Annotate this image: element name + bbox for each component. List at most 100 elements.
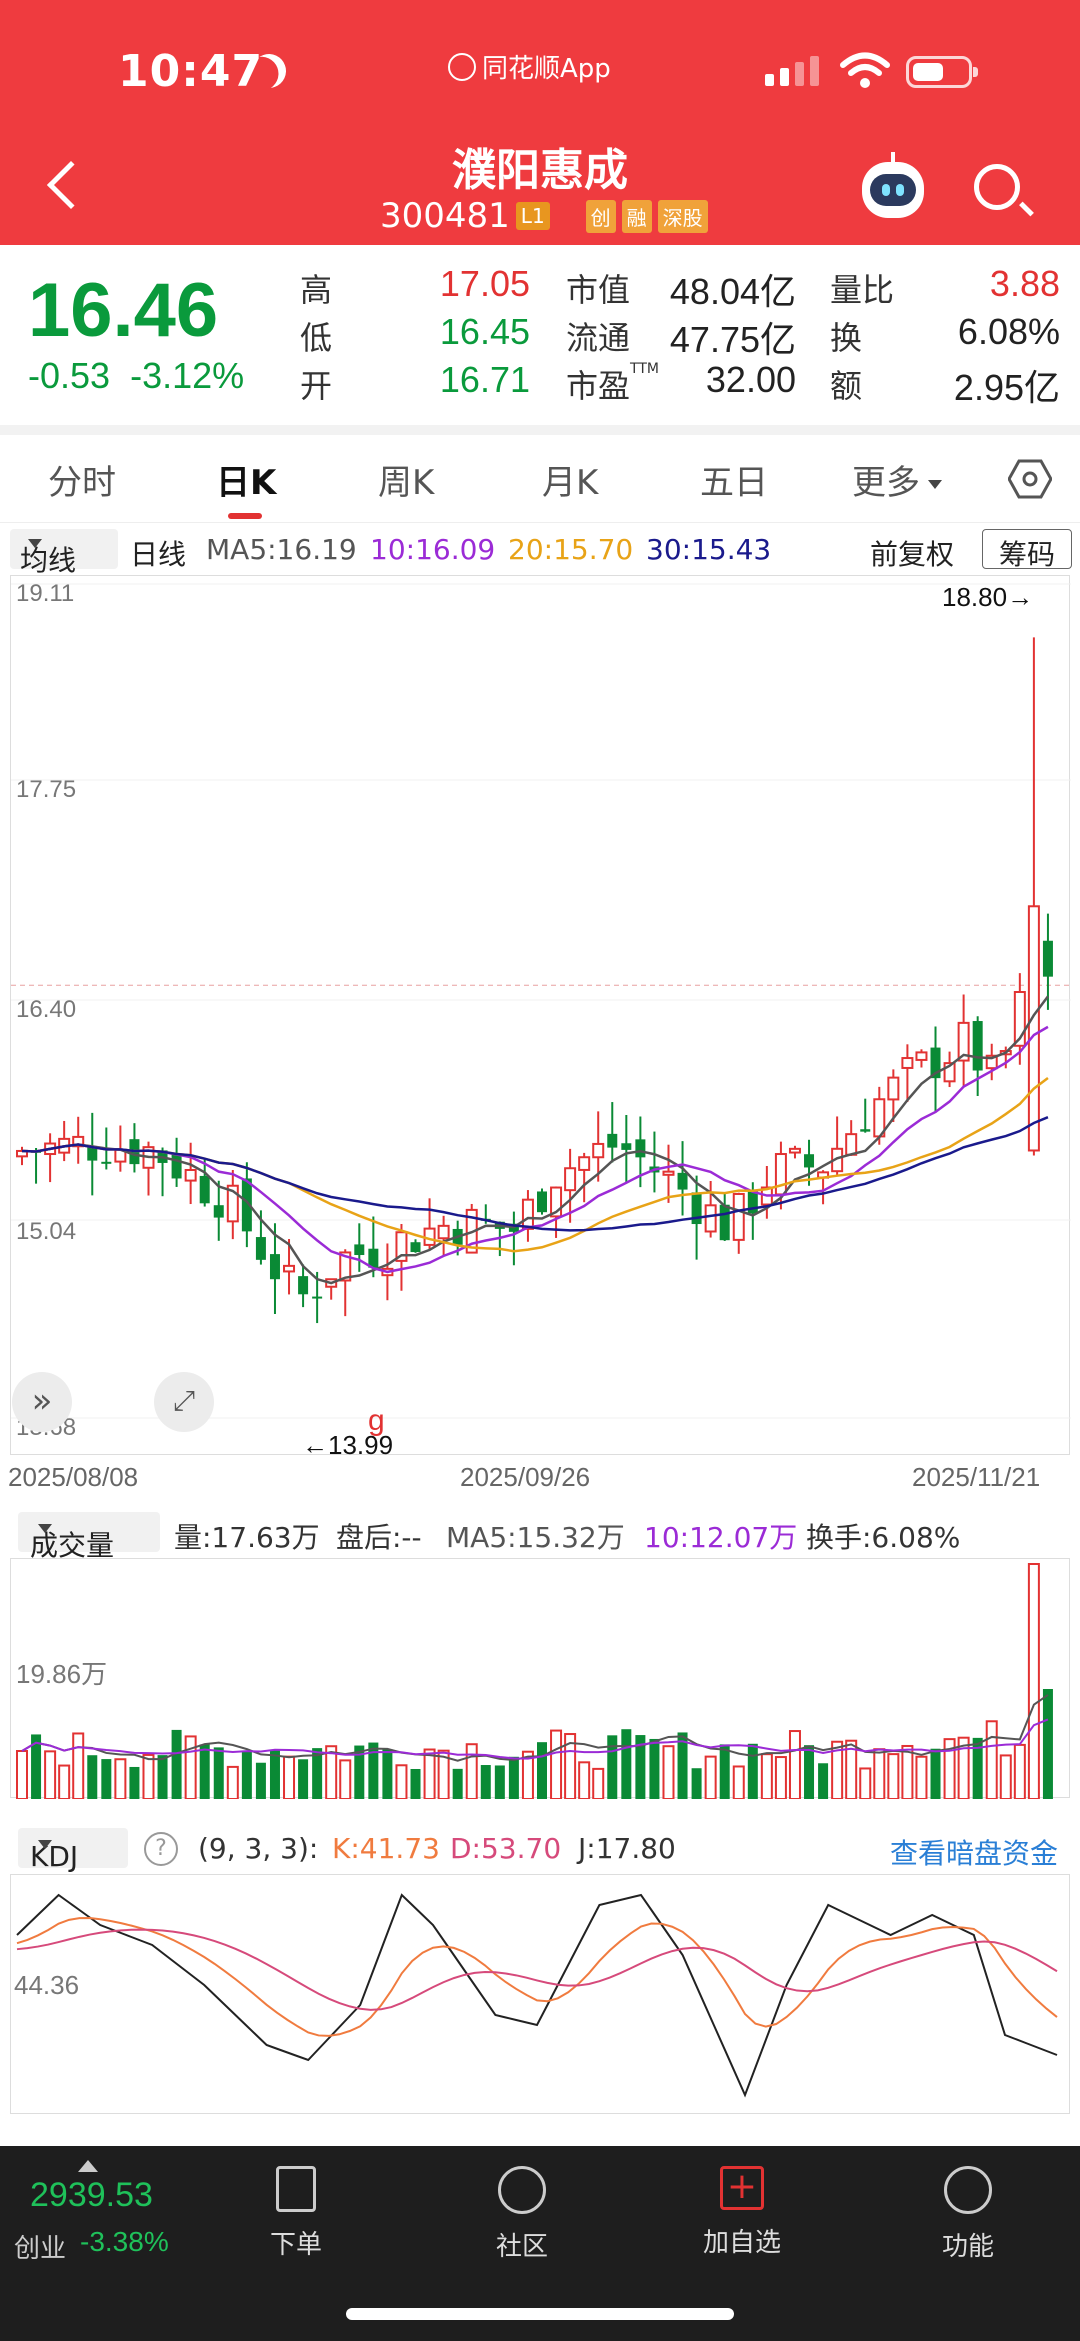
volume-bar [101, 1759, 112, 1799]
candle-body [930, 1047, 941, 1079]
ma10-value: 10:16.09 [370, 533, 496, 566]
tab-daily-k[interactable]: 日K [216, 463, 277, 503]
amount-value: 2.95亿 [953, 367, 1060, 408]
expand-up-icon[interactable] [78, 2160, 98, 2172]
turnover-rate: 换手:6.08% [806, 1521, 961, 1554]
app-header: 10:47 同花顺App 濮阳惠成 300481 L1 创 融 深股 [0, 0, 1080, 245]
volume-bar [354, 1745, 365, 1799]
chips-button[interactable]: 筹码 [982, 529, 1072, 571]
nav-functions[interactable]: 功能 [898, 2166, 1038, 2263]
ma20-value: 20:15.70 [508, 533, 634, 566]
candle-body [915, 1051, 928, 1061]
volume-bar [114, 1758, 127, 1801]
volume-bar [129, 1766, 140, 1799]
candle-body [72, 1135, 85, 1148]
chinext-badge: 创 [585, 199, 616, 233]
volume-bar [760, 1753, 773, 1801]
volume-bar [662, 1745, 675, 1800]
ma-line [21, 1025, 1049, 1274]
index-value[interactable]: 2939.53 [30, 2176, 153, 2214]
adjust-toggle[interactable]: 前复权 [870, 538, 955, 571]
settings-hex-icon[interactable] [1008, 459, 1052, 499]
volume-bar [578, 1761, 591, 1801]
tab-weekly-k[interactable]: 周K [378, 463, 435, 503]
sz-connect-badge: 深股 [657, 199, 708, 233]
candle-body [957, 1021, 970, 1062]
candle-body [255, 1237, 266, 1260]
after-hours-value: 盘后:-- [336, 1521, 422, 1554]
candle-body [368, 1248, 379, 1268]
volume-bar [985, 1720, 998, 1800]
y-axis-label: 15.04 [16, 1218, 77, 1245]
add-icon: + [720, 2166, 764, 2210]
volume-bar [887, 1753, 900, 1801]
tab-intraday[interactable]: 分时 [48, 463, 116, 503]
signal-icon [765, 56, 819, 86]
turnover-label: 换 [830, 319, 863, 357]
volume-bar [719, 1744, 730, 1799]
volume-bar [704, 1755, 717, 1801]
candle-body [395, 1231, 408, 1262]
nav-community[interactable]: 社区 [452, 2166, 592, 2263]
help-icon[interactable]: ? [144, 1832, 178, 1866]
mktcap-label: 市值 [566, 271, 631, 309]
candle-body [199, 1175, 210, 1204]
candle-body [87, 1146, 98, 1161]
volume-bar [283, 1755, 296, 1801]
volume-bar [255, 1762, 266, 1799]
candle-body [354, 1244, 365, 1256]
price-change: -0.53 -3.12% [28, 355, 245, 396]
search-icon[interactable] [974, 164, 1020, 210]
fullscreen-icon[interactable]: ⤢ [154, 1372, 214, 1432]
kdj-indicator-select[interactable]: KDJ [18, 1828, 128, 1873]
kdj-d-line [16, 1928, 1058, 2011]
vol-ratio-label: 量比 [830, 271, 895, 309]
kline-chart[interactable] [10, 575, 1071, 1455]
y-axis-label: 16.40 [16, 996, 77, 1023]
candle-body [171, 1154, 182, 1179]
volume-bar [972, 1737, 983, 1799]
volume-bar [607, 1735, 618, 1799]
volume-bar [157, 1755, 168, 1799]
chevron-down-icon [38, 1524, 52, 1533]
indicator-select[interactable]: 均线 [10, 529, 118, 577]
home-indicator [346, 2308, 734, 2320]
candle-body [578, 1156, 591, 1171]
index-change: -3.38% [80, 2226, 169, 2257]
low-value: 16.45 [439, 311, 530, 352]
nav-add-watchlist[interactable]: + 加自选 [702, 2166, 781, 2258]
candle-body [704, 1204, 717, 1233]
nav-order[interactable]: 下单 [226, 2166, 366, 2261]
candle-body [283, 1264, 296, 1273]
volume-bar [691, 1768, 702, 1799]
assistant-robot-icon[interactable] [862, 152, 924, 218]
vol-ratio-value: 3.88 [989, 263, 1060, 304]
kdj-legend-row: KDJ ? (9, 3, 3): K:41.73 D:53.70 J:17.80… [0, 1820, 1080, 1876]
candle-body [677, 1172, 688, 1190]
kdj-chart[interactable] [10, 1874, 1070, 2114]
volume-bar [72, 1732, 85, 1800]
volume-bar [410, 1768, 421, 1799]
dark-pool-link[interactable]: 查看暗盘资金 [890, 1837, 1059, 1870]
volume-bar [621, 1729, 632, 1799]
tab-monthly-k[interactable]: 月K [542, 463, 599, 503]
volume-chart[interactable] [10, 1558, 1070, 1801]
candle-body [901, 1057, 914, 1069]
chevron-down-icon [928, 480, 942, 489]
volume-bar [732, 1765, 745, 1801]
volume-value: 量:17.63万 [174, 1521, 320, 1554]
candle-body [788, 1147, 801, 1154]
expand-left-icon[interactable]: » [12, 1372, 72, 1432]
volume-bar [382, 1749, 393, 1799]
candle-body [101, 1161, 112, 1164]
volume-bar [58, 1764, 71, 1800]
tab-more[interactable]: 更多 [852, 455, 942, 504]
volume-bar [818, 1763, 829, 1799]
candle-body [887, 1076, 900, 1101]
volume-indicator-select[interactable]: 成交量 [18, 1512, 160, 1562]
date-label: 2025/11/21 [912, 1462, 1041, 1492]
event-marker[interactable]: g [368, 1404, 385, 1437]
tab-five-day[interactable]: 五日 [700, 463, 768, 503]
candle-body [774, 1153, 787, 1196]
candle-body [339, 1251, 352, 1282]
